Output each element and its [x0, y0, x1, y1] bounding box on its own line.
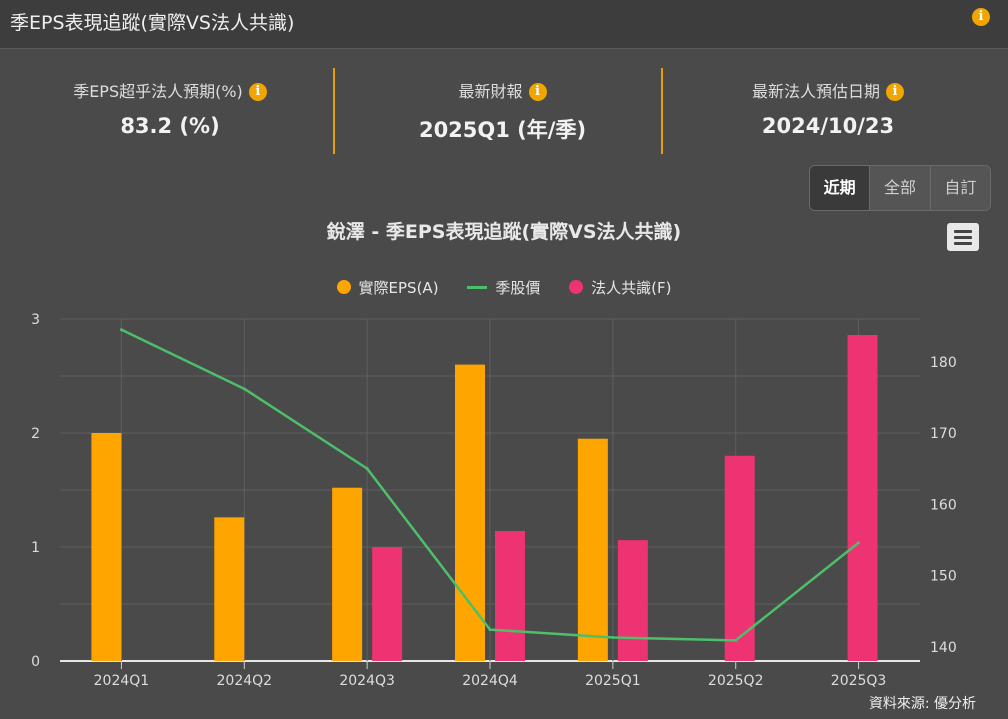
y-left-tick-label: 1 — [31, 540, 40, 556]
stat-divider — [333, 68, 335, 154]
price-point — [857, 541, 861, 545]
y-left-tick-label: 2 — [31, 426, 40, 442]
bar-consensus-eps — [617, 540, 648, 661]
stat-latest-estimate-date: 最新法人預估日期 i 2024/10/23 — [688, 78, 968, 156]
info-icon[interactable]: i — [528, 82, 547, 101]
legend-label: 法人共識(F) — [591, 279, 672, 297]
y-left-tick-label: 3 — [31, 312, 40, 328]
chart-legend: 實際EPS(A) 季股價 法人共識(F) — [0, 277, 1008, 298]
bar-consensus-eps — [495, 531, 525, 661]
bar-consensus-eps — [724, 455, 755, 661]
stat-divider — [661, 68, 663, 154]
legend-item-price[interactable]: 季股價 — [467, 277, 540, 298]
range-button-all[interactable]: 全部 — [870, 166, 931, 210]
y-left-tick-label: 0 — [31, 654, 40, 670]
bar-consensus-eps — [372, 547, 403, 661]
legend-line-icon — [467, 286, 488, 289]
bar-consensus-eps — [847, 334, 878, 661]
legend-label: 季股價 — [495, 279, 541, 297]
stat-value: 83.2 (%) — [120, 114, 220, 138]
info-icon[interactable]: i — [972, 8, 990, 26]
x-tick-label: 2024Q2 — [217, 673, 273, 689]
bar-actual-eps — [214, 517, 245, 661]
x-tick-label: 2025Q2 — [708, 673, 764, 689]
data-source: 資料來源: 優分析 — [868, 696, 976, 712]
y-right-tick-label: 180 — [930, 355, 957, 371]
price-point — [365, 467, 369, 471]
stat-label: 最新法人預估日期 — [751, 82, 880, 101]
x-tick-label: 2024Q4 — [462, 673, 518, 689]
bar-actual-eps — [455, 364, 485, 661]
stat-latest-report: 最新財報 i 2025Q1 (年/季) — [360, 78, 645, 156]
legend-item-consensus[interactable]: 法人共識(F) — [569, 277, 671, 298]
bar-actual-eps — [91, 433, 122, 661]
info-icon[interactable]: i — [248, 82, 267, 101]
x-tick-label: 2025Q3 — [831, 673, 887, 689]
y-right-tick-label: 170 — [930, 426, 957, 442]
price-point — [734, 638, 738, 642]
price-point — [611, 635, 615, 639]
chart-menu-icon[interactable] — [947, 223, 979, 251]
price-point — [242, 387, 246, 391]
info-icon[interactable]: i — [886, 82, 904, 101]
x-tick-label: 2024Q1 — [94, 673, 150, 689]
legend-label: 實際EPS(A) — [358, 279, 439, 297]
y-right-tick-label: 160 — [930, 497, 957, 513]
page-title: 季EPS表現追蹤(實際VS法人共識) — [10, 12, 295, 34]
range-button-recent[interactable]: 近期 — [810, 166, 871, 210]
page-header: 季EPS表現追蹤(實際VS法人共識) i — [0, 0, 1008, 49]
stat-value: 2024/10/23 — [761, 114, 895, 138]
range-button-custom[interactable]: 自訂 — [930, 166, 990, 210]
range-button-group: 近期 全部 自訂 — [809, 165, 991, 211]
legend-dot-icon — [569, 280, 584, 294]
price-point — [119, 328, 123, 332]
legend-dot-icon — [336, 280, 351, 294]
x-tick-label: 2025Q1 — [585, 673, 641, 689]
stat-value: 2025Q1 (年/季) — [418, 118, 587, 142]
stat-label: 最新財報 — [458, 82, 523, 101]
chart-title: 銳澤 - 季EPS表現追蹤(實際VS法人共識) — [326, 221, 682, 243]
y-right-tick-label: 140 — [930, 640, 957, 656]
bar-actual-eps — [577, 438, 608, 661]
y-right-tick-label: 150 — [930, 569, 957, 585]
x-tick-label: 2024Q3 — [339, 673, 395, 689]
legend-item-actual[interactable]: 實際EPS(A) — [336, 277, 439, 298]
price-point — [488, 628, 492, 632]
stat-label: 季EPS超乎法人預期(%) — [73, 82, 243, 101]
bar-actual-eps — [332, 487, 363, 661]
stat-eps-surprise: 季EPS超乎法人預期(%) i 83.2 (%) — [30, 78, 310, 156]
